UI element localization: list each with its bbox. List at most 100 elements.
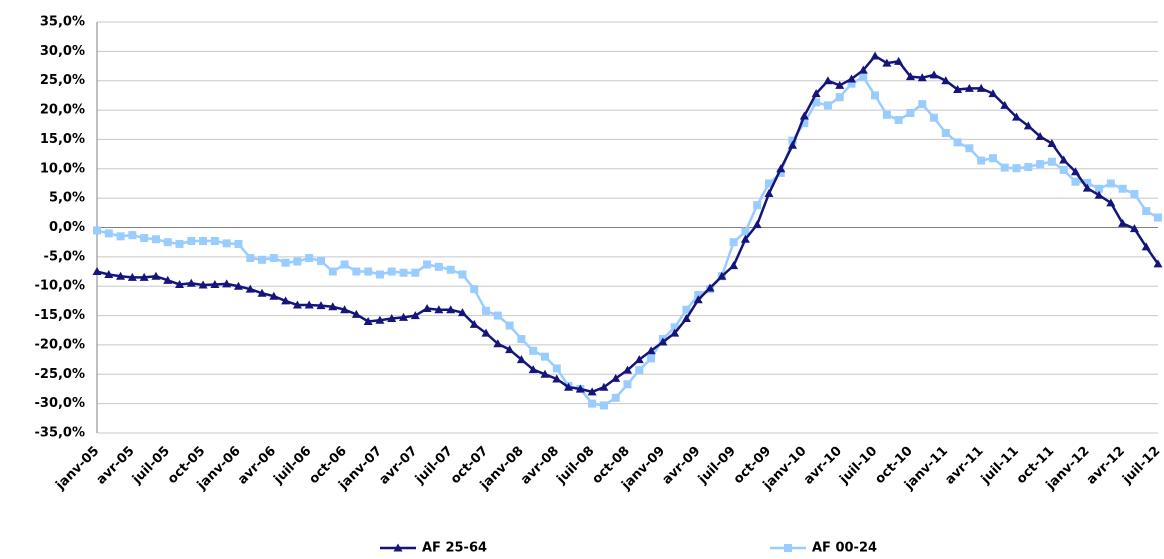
data-point bbox=[871, 91, 880, 100]
data-point bbox=[1012, 164, 1021, 173]
data-point bbox=[446, 305, 456, 314]
data-point bbox=[387, 314, 397, 323]
data-point bbox=[1106, 179, 1115, 188]
data-point bbox=[292, 300, 302, 309]
x-tick-label: juil-05 bbox=[129, 444, 173, 488]
data-point bbox=[375, 315, 385, 324]
data-point bbox=[1094, 190, 1104, 199]
data-point bbox=[127, 272, 137, 281]
data-point bbox=[693, 295, 703, 304]
x-tick-label: juil-12 bbox=[1119, 444, 1163, 488]
data-point bbox=[516, 355, 526, 364]
data-point bbox=[304, 300, 314, 309]
data-point bbox=[823, 101, 832, 110]
data-point bbox=[988, 89, 998, 98]
data-point bbox=[1142, 207, 1151, 216]
data-point bbox=[599, 401, 608, 410]
y-tick-label: 25,0% bbox=[40, 73, 85, 88]
data-point bbox=[611, 393, 620, 402]
data-point bbox=[481, 328, 491, 337]
data-point bbox=[1047, 157, 1056, 166]
data-point bbox=[552, 364, 561, 373]
data-point bbox=[1118, 184, 1127, 193]
data-point bbox=[647, 354, 656, 363]
data-point bbox=[882, 110, 891, 119]
data-point bbox=[729, 261, 739, 270]
data-point bbox=[1082, 183, 1092, 192]
data-point bbox=[941, 128, 950, 137]
data-point bbox=[953, 138, 962, 147]
x-tick-label: juil-09 bbox=[695, 444, 739, 488]
data-point bbox=[799, 111, 809, 120]
data-point bbox=[93, 226, 101, 235]
data-point bbox=[422, 304, 432, 313]
data-point bbox=[682, 305, 691, 314]
data-point bbox=[705, 283, 715, 292]
data-point bbox=[859, 73, 868, 82]
data-point bbox=[670, 328, 680, 337]
data-point bbox=[446, 265, 455, 274]
y-tick-label: 30,0% bbox=[40, 44, 85, 59]
data-point bbox=[764, 179, 773, 188]
data-point bbox=[1023, 121, 1033, 130]
data-point bbox=[599, 382, 609, 391]
data-point bbox=[198, 280, 208, 289]
y-tick-label: -25,0% bbox=[35, 367, 86, 382]
series-line bbox=[96, 75, 1159, 407]
data-point bbox=[670, 323, 679, 332]
data-point bbox=[752, 220, 762, 229]
data-point bbox=[517, 335, 526, 344]
data-point bbox=[575, 384, 585, 393]
data-point bbox=[740, 234, 750, 243]
data-point bbox=[812, 98, 821, 107]
data-point bbox=[316, 256, 325, 265]
data-point bbox=[163, 238, 172, 247]
legend-label: AF 25-64 bbox=[422, 541, 487, 556]
data-point bbox=[1036, 160, 1045, 169]
data-point bbox=[316, 301, 326, 310]
data-point bbox=[258, 255, 267, 264]
legend-marker bbox=[393, 543, 403, 552]
data-point bbox=[375, 270, 384, 279]
data-point bbox=[788, 136, 797, 145]
data-point bbox=[175, 279, 185, 288]
data-point bbox=[741, 227, 750, 236]
data-point bbox=[328, 267, 337, 276]
data-point bbox=[964, 83, 974, 92]
data-point bbox=[1024, 163, 1033, 172]
data-point bbox=[835, 80, 845, 89]
data-point bbox=[929, 70, 939, 79]
data-point bbox=[411, 268, 420, 277]
data-point bbox=[1000, 100, 1010, 109]
data-point bbox=[1083, 178, 1092, 187]
data-point bbox=[587, 387, 597, 396]
data-point bbox=[139, 272, 149, 281]
data-point bbox=[694, 291, 703, 300]
data-point bbox=[623, 365, 632, 374]
data-point bbox=[457, 308, 467, 317]
data-point bbox=[434, 262, 443, 271]
data-point bbox=[894, 56, 904, 65]
data-point bbox=[305, 254, 314, 263]
data-point bbox=[811, 89, 821, 98]
data-point bbox=[104, 229, 113, 238]
y-tick-label: 0,0% bbox=[49, 220, 85, 235]
data-point bbox=[482, 306, 491, 315]
data-point bbox=[234, 239, 243, 248]
data-point bbox=[564, 382, 574, 391]
data-point bbox=[163, 275, 173, 284]
data-point bbox=[846, 74, 856, 83]
data-point bbox=[470, 285, 479, 294]
data-point bbox=[399, 312, 409, 321]
data-point bbox=[351, 309, 361, 318]
data-point bbox=[1141, 242, 1151, 251]
data-point bbox=[988, 154, 997, 163]
data-point bbox=[588, 399, 597, 408]
data-point bbox=[199, 237, 208, 246]
data-point bbox=[776, 164, 786, 173]
data-point bbox=[340, 305, 350, 314]
x-tick-label: juil-08 bbox=[554, 444, 598, 488]
x-tick-label: avr-07 bbox=[377, 444, 421, 488]
y-tick-label: -15,0% bbox=[35, 308, 86, 323]
data-point bbox=[281, 258, 290, 267]
